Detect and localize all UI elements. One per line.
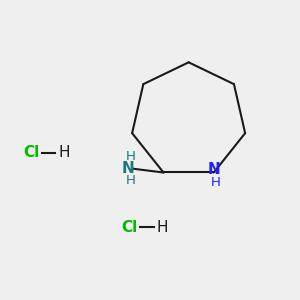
Text: H: H <box>58 146 70 160</box>
Text: Cl: Cl <box>121 220 137 235</box>
Text: Cl: Cl <box>23 146 39 160</box>
Text: N: N <box>122 161 134 176</box>
Text: H: H <box>156 220 168 235</box>
Text: H: H <box>126 150 136 163</box>
Text: H: H <box>126 174 136 187</box>
Text: N: N <box>207 162 220 177</box>
Text: H: H <box>211 176 221 189</box>
